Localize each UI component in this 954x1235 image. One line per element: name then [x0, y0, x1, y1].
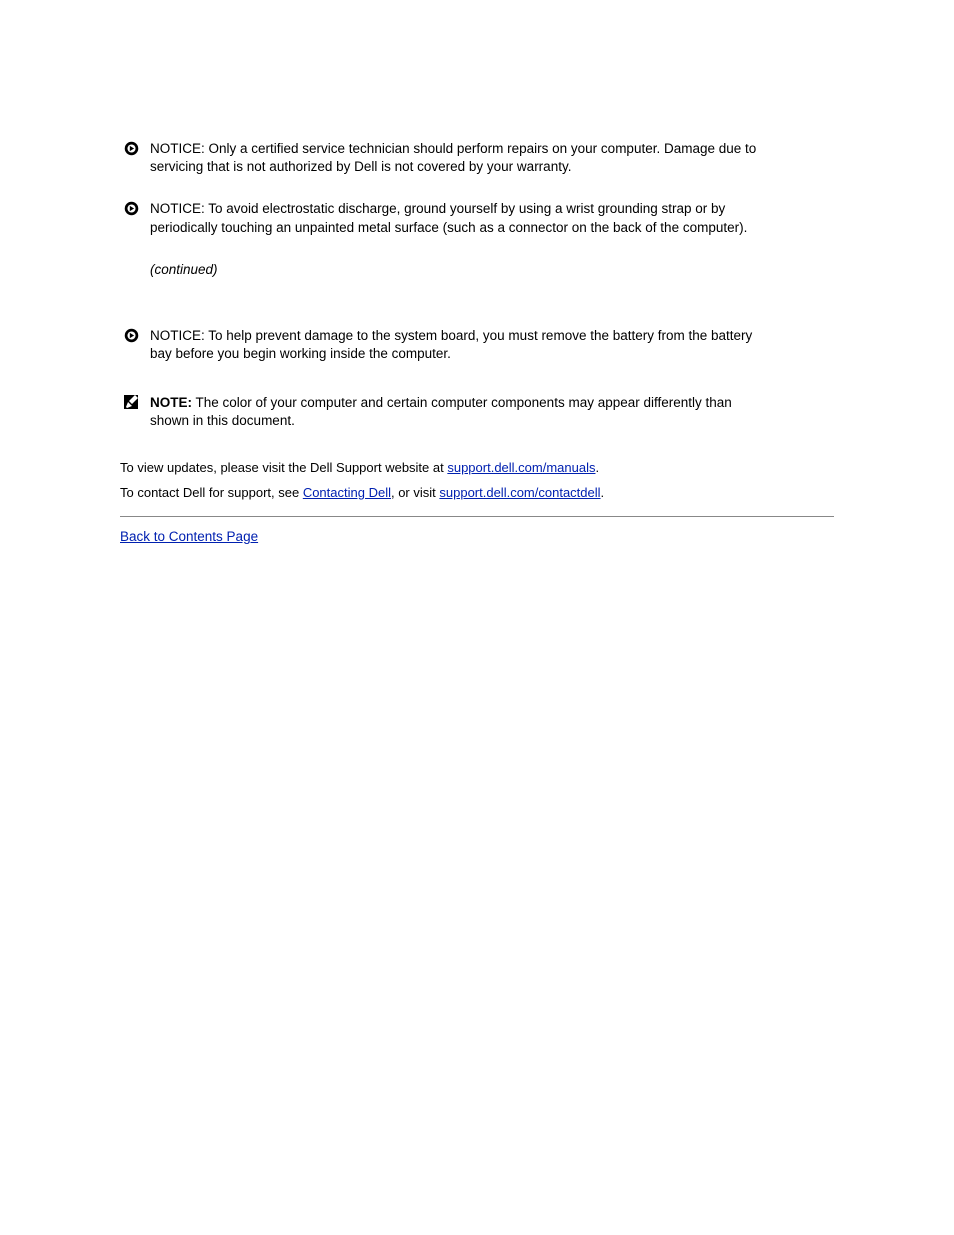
document-page: NOTICE: Only a certified service technic… [0, 0, 954, 1235]
spacer-icon [120, 261, 142, 262]
contacting-dell-link[interactable]: Contacting Dell [303, 485, 391, 500]
note-body: The color of your computer and certain c… [150, 395, 732, 428]
contact-middle: , or visit [391, 485, 439, 500]
contact-line: To contact Dell for support, see Contact… [120, 485, 834, 500]
note-icon [120, 394, 142, 409]
separator-rule [120, 516, 834, 517]
notice-text: NOTICE: Only a certified service technic… [142, 140, 770, 176]
support-manuals-link[interactable]: support.dell.com/manuals [447, 460, 595, 475]
contact-prefix: To contact Dell for support, see [120, 485, 303, 500]
support-contact-link[interactable]: support.dell.com/contactdell [439, 485, 600, 500]
update-line: To view updates, please visit the Dell S… [120, 460, 834, 475]
notice-item: NOTICE: Only a certified service technic… [120, 140, 834, 176]
continued-text: (continued) [142, 261, 750, 279]
notice-text: NOTICE: To help prevent damage to the sy… [142, 327, 770, 363]
contact-suffix: . [601, 485, 605, 500]
back-to-contents-link[interactable]: Back to Contents Page [120, 529, 258, 544]
note-label: NOTE: [150, 395, 192, 410]
note-item: NOTE: The color of your computer and cer… [120, 394, 834, 430]
notice-item: NOTICE: To help prevent damage to the sy… [120, 327, 834, 363]
continued-item: (continued) [120, 261, 834, 279]
back-to-contents: Back to Contents Page [120, 529, 834, 544]
arrow-circle-icon [120, 140, 142, 156]
update-suffix: . [595, 460, 599, 475]
notice-text: NOTICE: To avoid electrostatic discharge… [142, 200, 770, 236]
update-prefix: To view updates, please visit the Dell S… [120, 460, 447, 475]
arrow-circle-icon [120, 327, 142, 343]
note-text: NOTE: The color of your computer and cer… [142, 394, 770, 430]
notice-item: NOTICE: To avoid electrostatic discharge… [120, 200, 834, 236]
arrow-circle-icon [120, 200, 142, 216]
